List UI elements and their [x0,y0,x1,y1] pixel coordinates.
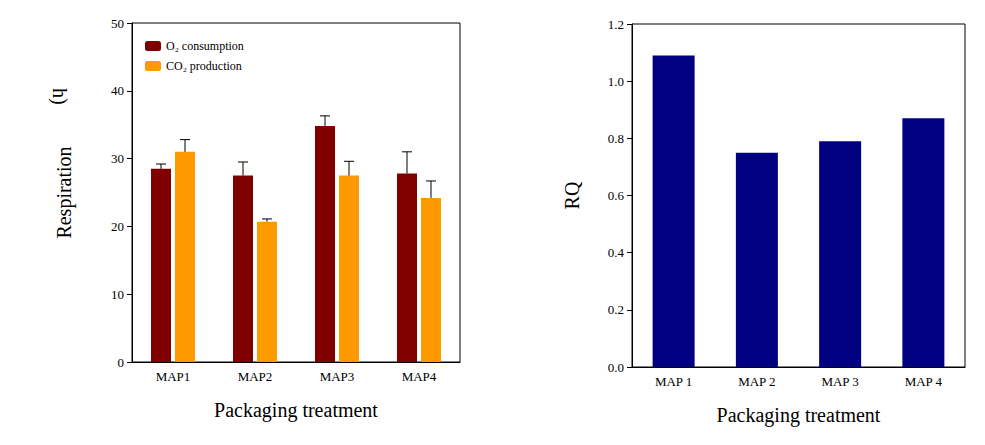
svg-text:0.4: 0.4 [608,245,625,260]
svg-text:40: 40 [111,83,124,98]
svg-text:30: 30 [111,151,124,166]
svg-text:1.0: 1.0 [608,74,624,89]
svg-text:MAP2: MAP2 [238,369,273,384]
svg-text:10: 10 [111,287,124,302]
svg-text:0.8: 0.8 [608,131,624,146]
svg-text:20: 20 [111,219,124,234]
svg-text:MAP 2: MAP 2 [738,374,775,389]
svg-text:MAP3: MAP3 [320,369,355,384]
svg-text:h): h) [48,88,71,105]
svg-text:MAP 4: MAP 4 [905,374,943,389]
svg-text:O₂ consumption: O₂ consumption [166,39,244,53]
svg-text:MAP 3: MAP 3 [821,374,858,389]
svg-text:50: 50 [111,16,124,31]
svg-text:CO₂ production: CO₂ production [166,59,242,73]
svg-text:Packaging treatment: Packaging treatment [717,404,881,427]
svg-text:Respiration: Respiration [53,146,76,238]
svg-text:0.2: 0.2 [608,302,624,317]
svg-text:Packaging treatment: Packaging treatment [214,399,378,422]
svg-text:1.2: 1.2 [608,17,624,32]
svg-text:0.0: 0.0 [608,360,624,375]
svg-text:0.6: 0.6 [608,188,625,203]
svg-text:MAP 1: MAP 1 [655,374,692,389]
svg-text:MAP4: MAP4 [402,369,437,384]
svg-text:0: 0 [118,355,125,370]
svg-text:RQ: RQ [561,181,583,209]
svg-text:MAP1: MAP1 [156,369,191,384]
